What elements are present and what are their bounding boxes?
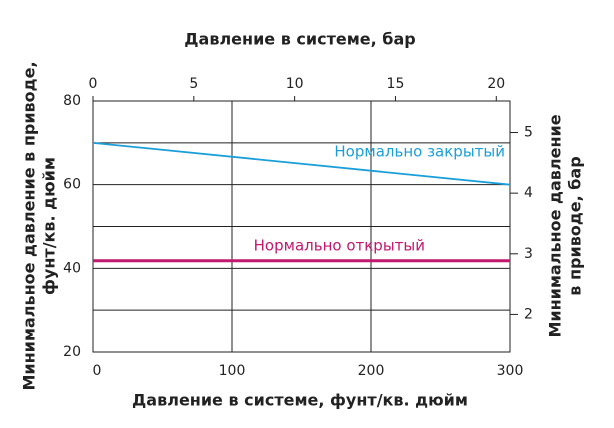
x2-axis-title: Давление в системе, бар	[184, 30, 415, 49]
y2-tick-label: 4	[524, 185, 533, 201]
y-axis-title-line: Минимальное давление в приводе,	[20, 61, 39, 390]
x-tick-label: 100	[219, 363, 246, 379]
y2-tick-label: 5	[524, 125, 533, 141]
x-tick-label: 300	[497, 363, 524, 379]
series-line	[92, 141, 511, 186]
y2-axis-title-line: Минимальное давление	[546, 114, 565, 337]
x2-tick-label: 15	[387, 76, 405, 92]
x2-tick-label: 10	[286, 76, 304, 92]
x2-tick-label: 0	[89, 76, 98, 92]
x-tick-label: 200	[358, 363, 385, 379]
x2-tick-label: 5	[189, 76, 198, 92]
series-label: Нормально открытый	[254, 236, 425, 254]
y-tick-label: 20	[63, 344, 81, 360]
x-axis-title: Давление в системе, фунт/кв. дюйм	[132, 391, 468, 410]
y2-tick-label: 3	[524, 246, 533, 262]
y-axis-title-line: фунт/кв. дюйм	[40, 157, 59, 295]
series-label: Нормально закрытый	[334, 142, 505, 160]
y2-axis-title-line: в приводе, бар	[566, 156, 585, 295]
y-tick-label: 80	[63, 93, 81, 109]
y2-axis-title: Минимальное давление в приводе, бар	[546, 114, 585, 337]
y2-tick-label: 2	[524, 306, 533, 322]
y-axis-title: Минимальное давление в приводе, фунт/кв.…	[20, 61, 59, 390]
x2-tick-label: 20	[487, 76, 505, 92]
y-tick-label: 40	[63, 260, 81, 276]
y-tick-label: 60	[63, 177, 81, 193]
x-tick-label: 0	[93, 363, 102, 379]
